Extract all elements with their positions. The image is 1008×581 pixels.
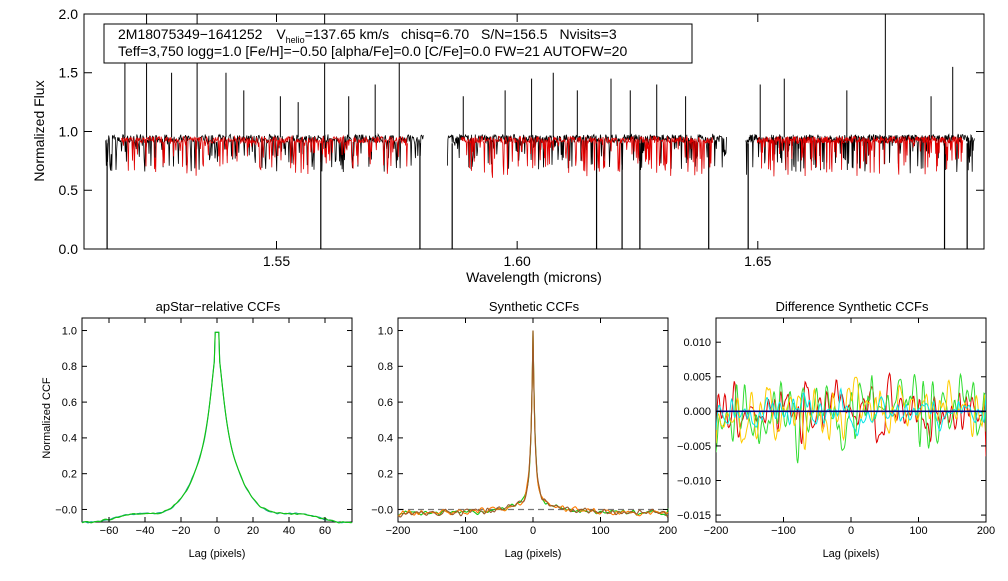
y-tick-label: 0.005 bbox=[683, 372, 711, 384]
difference-ccf-line bbox=[716, 372, 986, 464]
y-tick-label: 0.4 bbox=[378, 433, 393, 445]
y-tick-label: 0.0 bbox=[59, 241, 79, 257]
y-tick-label: 0.8 bbox=[378, 361, 393, 373]
difference-ccf-panel: Difference Synthetic CCFs −200 −100 0 100 20… bbox=[677, 299, 995, 560]
x-tick-label: 100 bbox=[591, 525, 609, 537]
x-tick-label: 40 bbox=[283, 525, 295, 537]
apstar-ccf-line bbox=[81, 331, 353, 524]
synthetic-ccf-line bbox=[398, 330, 669, 518]
info-box-frame bbox=[103, 23, 693, 64]
y-tick-label: 0.4 bbox=[62, 433, 77, 445]
info-box: 2M18075349−1641252 Vhelio=137.65 km/s ch… bbox=[103, 23, 693, 64]
synthetic-ccf-xlabel: Lag (pixels) bbox=[505, 548, 562, 560]
x-tick-label: −200 bbox=[386, 525, 411, 537]
nvisits: Nvisits=3 bbox=[559, 26, 616, 42]
x-tick-label: −100 bbox=[771, 525, 796, 537]
y-tick-label: 1.0 bbox=[378, 325, 393, 337]
apstar-ccf-panel: apStar−relative CCFs −60 −40 −20 0 20 40 60 −0.… bbox=[41, 299, 353, 560]
y-tick-label: 0.2 bbox=[378, 469, 393, 481]
y-tick-label: 0.010 bbox=[683, 337, 711, 349]
chisq: chisq=6.70 bbox=[401, 26, 469, 42]
y-tick-label: 1.0 bbox=[62, 325, 77, 337]
y-tick-label: −0.0 bbox=[55, 504, 77, 516]
observed-spectrum-line bbox=[105, 133, 424, 173]
vhelio-value: =137.65 km/s bbox=[305, 26, 389, 42]
model-spectrum-line bbox=[460, 135, 713, 178]
spectrum-panel: 1.55 1.60 1.65 0.0 0.5 1.0 1.5 2.0 Wavelength (… bbox=[31, 6, 985, 285]
model-spectrum-line bbox=[121, 134, 408, 176]
y-tick-label: 0.5 bbox=[59, 182, 79, 198]
apstar-ccf-axes: −60 −40 −20 0 20 40 60 −0.0 0.2 0.4 0.6 0.8 1.0 bbox=[55, 318, 352, 537]
x-tick-label: 60 bbox=[319, 525, 331, 537]
apstar-ccf-title: apStar−relative CCFs bbox=[156, 299, 281, 314]
star-id: 2M18075349−1641252 bbox=[118, 26, 263, 42]
spectrum-xlabel: Wavelength (microns) bbox=[466, 269, 602, 285]
x-tick-label: 1.60 bbox=[504, 253, 531, 269]
apstar-ccf-ylabel: Normalized CCF bbox=[41, 377, 53, 459]
y-tick-label: −0.015 bbox=[677, 510, 711, 522]
apstar-ccf-plot-area bbox=[81, 331, 353, 524]
x-tick-label: 0 bbox=[530, 525, 536, 537]
x-tick-label: −40 bbox=[136, 525, 155, 537]
x-tick-label: 1.55 bbox=[263, 253, 290, 269]
apstar-ccf-line bbox=[81, 331, 353, 524]
y-tick-label: 0.6 bbox=[378, 397, 393, 409]
x-tick-label: 0 bbox=[848, 525, 854, 537]
synthetic-ccf-panel: Synthetic CCFs −200 −100 0 100 200 −0.0 0.2 0.4… bbox=[371, 299, 677, 560]
apstar-ccf-frame bbox=[81, 317, 353, 523]
difference-ccf-traces bbox=[716, 372, 986, 464]
x-tick-label: 200 bbox=[659, 525, 677, 537]
x-tick-label: −200 bbox=[704, 525, 729, 537]
synthetic-ccf-axes: −200 −100 0 100 200 −0.0 0.2 0.4 0.6 0.8 1.0 bbox=[371, 318, 677, 537]
difference-ccf-axes: −200 −100 0 100 200 −0.015 −0.010 −0.005 0.000 0.… bbox=[677, 318, 995, 537]
x-tick-label: −60 bbox=[100, 525, 119, 537]
spectrum-axes: 1.55 1.60 1.65 0.0 0.5 1.0 1.5 2.0 bbox=[59, 6, 984, 269]
x-tick-label: 1.65 bbox=[744, 253, 771, 269]
difference-ccf-plot-area bbox=[716, 372, 986, 464]
model-spectrum-line bbox=[756, 134, 964, 177]
x-tick-label: 100 bbox=[909, 525, 927, 537]
x-tick-label: −100 bbox=[453, 525, 478, 537]
y-tick-label: 2.0 bbox=[59, 6, 79, 22]
synthetic-ccf-plot-area bbox=[397, 330, 669, 518]
x-tick-label: −20 bbox=[172, 525, 191, 537]
synthetic-ccf-title: Synthetic CCFs bbox=[489, 299, 580, 314]
info-line-1: 2M18075349−1641252 Vhelio=137.65 km/s ch… bbox=[118, 26, 617, 45]
snr: S/N=156.5 bbox=[481, 26, 548, 42]
x-tick-label: 0 bbox=[214, 525, 220, 537]
x-tick-label: 200 bbox=[977, 525, 995, 537]
x-tick-label: 20 bbox=[247, 525, 259, 537]
apstar-ccf-xlabel: Lag (pixels) bbox=[189, 548, 246, 560]
vhelio-prefix: V bbox=[276, 26, 286, 42]
vhelio-subscript: helio bbox=[286, 35, 305, 45]
y-tick-label: 0.2 bbox=[62, 469, 77, 481]
info-line-2: Teff=3,750 logg=1.0 [Fe/H]=−0.50 [alpha/… bbox=[118, 43, 627, 59]
y-tick-label: 0.8 bbox=[62, 361, 77, 373]
y-tick-label: −0.0 bbox=[371, 504, 393, 516]
difference-ccf-line bbox=[716, 387, 986, 437]
y-tick-label: 0.6 bbox=[62, 397, 77, 409]
y-tick-label: −0.005 bbox=[677, 441, 711, 453]
difference-ccf-xlabel: Lag (pixels) bbox=[823, 548, 880, 560]
y-tick-label: 0.000 bbox=[683, 406, 711, 418]
difference-ccf-line bbox=[716, 376, 986, 451]
y-tick-label: 1.5 bbox=[59, 65, 79, 81]
y-tick-label: −0.010 bbox=[677, 475, 711, 487]
difference-ccf-title: Difference Synthetic CCFs bbox=[776, 299, 929, 314]
y-tick-label: 1.0 bbox=[59, 123, 79, 139]
spectrum-ylabel: Normalized Flux bbox=[31, 80, 47, 181]
